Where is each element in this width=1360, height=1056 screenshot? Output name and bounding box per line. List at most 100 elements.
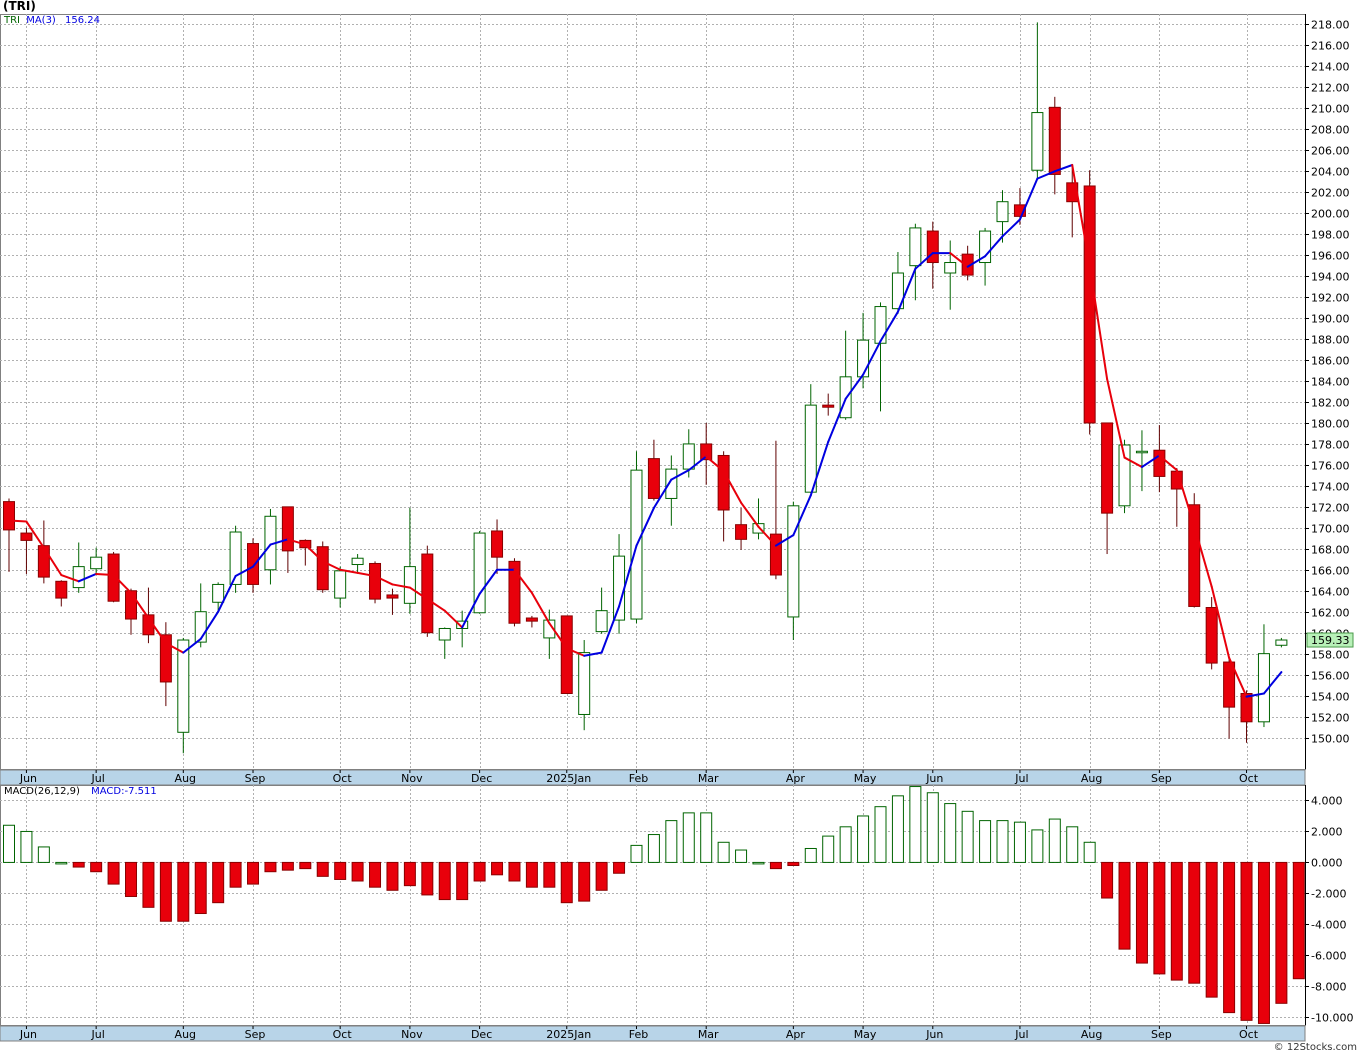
ma3-segment	[304, 543, 324, 563]
candle-body	[735, 524, 748, 540]
macd-bar	[299, 861, 312, 870]
ma3-segment	[112, 574, 133, 594]
candle-body	[613, 555, 626, 621]
ma3-segment	[461, 592, 481, 629]
candle-body	[491, 530, 504, 558]
macd-bar	[1257, 861, 1270, 1024]
macd-bar	[1275, 861, 1288, 1004]
macd-xtick-label: 2025Jan	[546, 1028, 591, 1041]
macd-xtick-label: Nov	[401, 1028, 423, 1041]
ma3-segment	[652, 478, 673, 509]
candle-body	[72, 566, 85, 589]
candle-body	[508, 560, 521, 624]
last-price-tag	[1306, 632, 1354, 648]
ma3-segment	[618, 544, 638, 608]
macd-ytick-label: -8.000	[1311, 981, 1346, 994]
candle-body	[177, 639, 190, 733]
price-xtick-label: Jun	[19, 772, 37, 785]
ma3-segment	[844, 373, 865, 400]
macd-ytick-label: -4.000	[1311, 919, 1346, 932]
macd-bar	[665, 820, 678, 863]
macd-plot-area	[0, 785, 1306, 1026]
candle-body	[891, 272, 904, 310]
ma3-segment	[286, 538, 307, 546]
macd-bar	[1153, 861, 1166, 975]
ma3-segment	[740, 501, 760, 528]
macd-bar	[421, 861, 434, 896]
candle-body	[473, 532, 486, 614]
macd-bar	[316, 861, 329, 877]
macd-bar	[1170, 861, 1183, 981]
ma3-segment	[269, 538, 289, 546]
macd-bar	[787, 861, 800, 867]
price-xtick-label: Feb	[629, 772, 648, 785]
ma3-segment	[443, 609, 464, 629]
ma3-segment	[217, 575, 237, 613]
ma3-segment	[705, 455, 725, 473]
ma3-segment	[356, 571, 377, 578]
ma3-segment	[408, 586, 429, 601]
macd-bar	[142, 861, 155, 908]
ma3-segment	[513, 568, 533, 594]
macd-bar	[1066, 826, 1079, 863]
ma3-segment	[1106, 377, 1126, 459]
candle-body	[961, 253, 974, 276]
candle-body	[421, 553, 434, 634]
price-ytick-label: 204.00	[1311, 166, 1350, 179]
macd-bar	[944, 803, 957, 863]
candle-body	[194, 611, 207, 643]
ma3-segment	[966, 255, 987, 268]
macd-bar	[804, 847, 817, 863]
macd-bar	[1205, 861, 1218, 998]
ma3-segment	[1158, 454, 1178, 472]
macd-bar	[717, 841, 730, 863]
candle-body	[456, 620, 469, 629]
macd-params-label: MACD(26,12,9)	[4, 786, 80, 797]
macd-bar	[1223, 861, 1236, 1014]
candle-body	[944, 262, 957, 274]
price-legend: TRI MA(3) 156.24	[4, 15, 100, 26]
ma3-segment	[252, 543, 272, 568]
ma3-segment	[1262, 671, 1283, 695]
macd-bar	[20, 830, 33, 863]
macd-bar	[281, 861, 294, 871]
price-xtick-label: Aug	[175, 772, 196, 785]
ma3-segment	[896, 267, 917, 313]
ma3-segment	[234, 565, 255, 578]
macd-xtick-label: Aug	[175, 1028, 196, 1041]
macd-bar	[1013, 821, 1026, 863]
macd-ytick-label: 2.000	[1311, 826, 1343, 839]
candle-body	[281, 506, 294, 552]
macd-bar	[926, 792, 939, 863]
price-ytick-label: 194.00	[1311, 271, 1350, 284]
macd-bar	[212, 861, 225, 904]
macd-bar	[247, 861, 260, 885]
price-xtick-label: May	[854, 772, 877, 785]
price-ytick-label: 188.00	[1311, 334, 1350, 347]
macd-bar	[839, 826, 852, 863]
ma3-segment	[879, 310, 899, 343]
ma-value: 156.24	[65, 15, 101, 26]
candle-body	[996, 201, 1009, 223]
candle-body	[1031, 112, 1044, 171]
footer-credit: © 12Stocks.com	[1273, 1042, 1357, 1053]
price-xtick-label: Mar	[698, 772, 719, 785]
ma3-segment	[1140, 454, 1161, 468]
ma3-segment	[949, 252, 969, 268]
ma3-segment	[147, 617, 167, 645]
macd-bar	[1240, 861, 1253, 1021]
price-ytick-label: 202.00	[1311, 187, 1350, 200]
macd-bar	[1101, 861, 1114, 899]
price-ytick-label: 152.00	[1311, 712, 1350, 725]
candle-body	[752, 523, 765, 534]
macd-bar	[595, 861, 608, 891]
macd-bar	[438, 861, 451, 901]
macd-bar	[822, 835, 835, 863]
price-ytick-label: 154.00	[1311, 691, 1350, 704]
candle-body	[787, 505, 800, 618]
macd-bar	[1135, 861, 1148, 964]
ma3-segment	[914, 252, 934, 270]
ma3-segment	[25, 520, 45, 549]
candle-body	[525, 617, 538, 622]
ma3-segment	[757, 525, 777, 547]
